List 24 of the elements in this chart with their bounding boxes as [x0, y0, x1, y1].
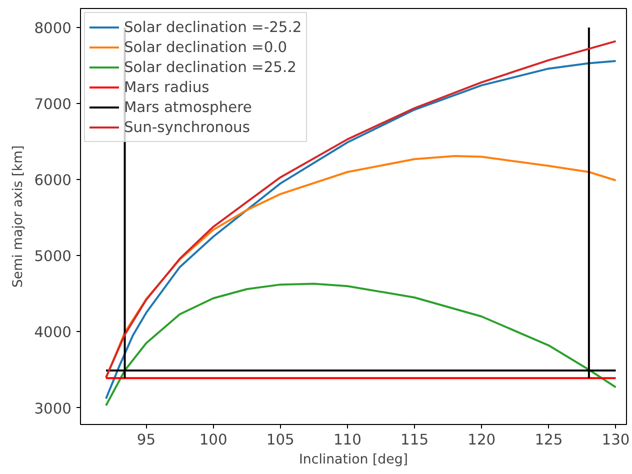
y-tick-label: 7000 — [34, 96, 72, 114]
x-tick-label: 115 — [400, 432, 429, 448]
x-tick-label: 100 — [199, 432, 228, 448]
x-tick-label: 95 — [136, 432, 156, 448]
legend-label: Solar declination =0.0 — [124, 38, 288, 56]
legend-label: Mars radius — [124, 78, 210, 96]
y-tick-label: 4000 — [34, 324, 72, 342]
y-axis-title: Semi major axis [km] — [11, 145, 26, 288]
x-axis-title: Inclination [deg] — [298, 452, 408, 468]
x-tick-label: 120 — [468, 432, 496, 448]
y-tick-label: 5000 — [34, 248, 72, 266]
line-series — [104, 282, 617, 406]
y-tick-label: 8000 — [34, 20, 72, 38]
legend-label: Solar declination =-25.2 — [124, 18, 302, 36]
y-tick-label: 6000 — [34, 172, 72, 190]
x-tick-label: 105 — [266, 432, 294, 448]
legend-label: Solar declination =25.2 — [124, 58, 296, 76]
legend-label: Mars atmosphere — [124, 98, 252, 116]
x-tick-label: 130 — [602, 432, 630, 448]
x-tick-label: 125 — [534, 432, 563, 448]
line-series — [104, 155, 617, 380]
x-tick-label: 110 — [333, 432, 362, 448]
y-tick-label: 3000 — [34, 400, 72, 418]
legend-label: Sun-synchronous — [124, 118, 250, 136]
